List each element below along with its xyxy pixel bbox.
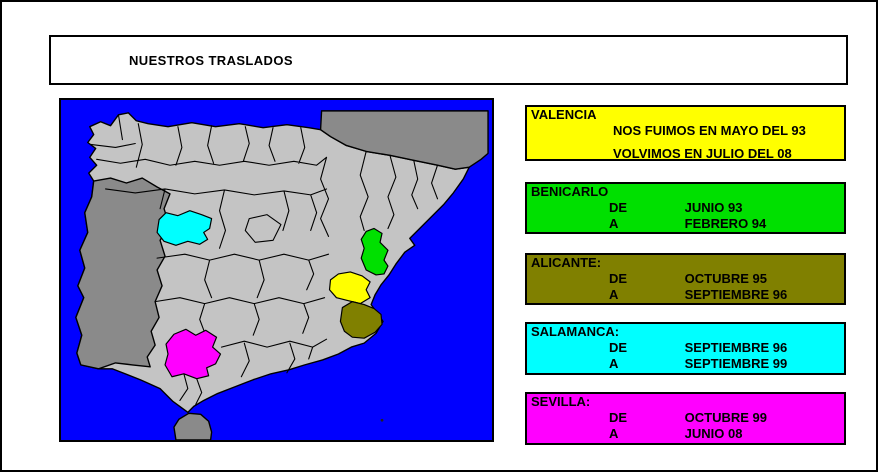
legend-line-label: DE <box>609 410 628 425</box>
spain-map <box>61 100 492 440</box>
legend-line-text: SEPTIEMBRE 96 <box>684 287 788 302</box>
legend-line: DE OCTUBRE 95 <box>527 271 844 287</box>
title-box: NUESTROS TRASLADOS <box>49 35 848 85</box>
legend-line-text: VOLVIMOS EN JULIO DEL 08 <box>613 146 792 161</box>
islet-dot <box>380 418 384 422</box>
legend-line-label: A <box>609 287 619 302</box>
legend-line-text: SEPTIEMBRE 99 <box>684 356 788 371</box>
legend-box-salamanca: SALAMANCA: DE SEPTIEMBRE 96 A SEPTIEMBRE… <box>525 322 846 375</box>
legend-title: ALICANTE: <box>531 255 602 270</box>
legend-line: DE OCTUBRE 99 <box>527 410 844 426</box>
france-region <box>319 110 489 170</box>
region-valencia <box>328 271 371 305</box>
legend-line-label: DE <box>609 271 628 286</box>
legend-line-label: DE <box>609 200 628 215</box>
page-title: NUESTROS TRASLADOS <box>129 52 293 68</box>
legend-line: A SEPTIEMBRE 99 <box>527 356 844 372</box>
legend-line: DE SEPTIEMBRE 96 <box>527 340 844 356</box>
legend-line: A FEBRERO 94 <box>527 216 844 232</box>
legend-line-text: FEBRERO 94 <box>684 216 767 231</box>
legend-title: BENICARLO <box>531 184 609 199</box>
legend-line-text: OCTUBRE 99 <box>684 410 767 425</box>
legend-box-valencia: VALENCIA NOS FUIMOS EN MAYO DEL 93 VOLVI… <box>525 105 846 161</box>
region-alicante <box>339 301 383 339</box>
province-borders <box>90 114 439 405</box>
legend-box-benicarlo: BENICARLO DE JUNIO 93 A FEBRERO 94 <box>525 182 846 234</box>
morocco-region <box>173 412 213 440</box>
legend-line-label: A <box>609 356 619 371</box>
legend-box-sevilla: SEVILLA: DE OCTUBRE 99 A JUNIO 08 <box>525 392 846 445</box>
legend-box-alicante: ALICANTE: DE OCTUBRE 95 A SEPTIEMBRE 96 <box>525 253 846 305</box>
legend-line-label: A <box>609 426 619 441</box>
legend-line-text: OCTUBRE 95 <box>684 271 767 286</box>
region-salamanca <box>156 210 213 246</box>
legend-line-label: A <box>609 216 619 231</box>
legend-title: SEVILLA: <box>531 394 591 409</box>
region-benicarlo <box>360 227 389 276</box>
spain-map-frame <box>59 98 494 442</box>
portugal-region <box>75 177 171 370</box>
legend-line: NOS FUIMOS EN MAYO DEL 93 <box>527 123 844 139</box>
legend-line-text: JUNIO 08 <box>684 426 743 441</box>
legend-title: VALENCIA <box>531 107 597 122</box>
legend-line-text: JUNIO 93 <box>684 200 743 215</box>
legend-title: SALAMANCA: <box>531 324 620 339</box>
legend-line: A SEPTIEMBRE 96 <box>527 287 844 303</box>
legend-line-text: SEPTIEMBRE 96 <box>684 340 788 355</box>
legend-line: A JUNIO 08 <box>527 426 844 442</box>
legend-line: DE JUNIO 93 <box>527 200 844 216</box>
region-sevilla <box>164 328 222 380</box>
legend-line: VOLVIMOS EN JULIO DEL 08 <box>527 146 844 161</box>
legend-line-label: DE <box>609 340 628 355</box>
legend-line-text: NOS FUIMOS EN MAYO DEL 93 <box>613 123 806 138</box>
